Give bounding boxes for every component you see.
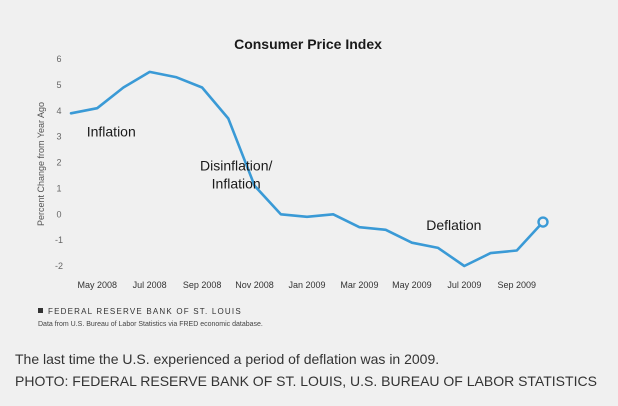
y-tick-label: 4 [56,106,61,116]
x-tick-label: Sep 2009 [498,280,537,290]
y-ticks: 6 5 4 3 2 1 0 -1 -2 [55,54,63,271]
source-org-text: FEDERAL RESERVE BANK OF ST. LOUIS [48,307,242,316]
y-tick-label: 1 [56,183,61,193]
y-tick-label: 2 [56,158,61,168]
series [69,70,549,268]
x-tick-label: Nov 2008 [235,280,274,290]
annotation-label: Inflation [87,124,136,140]
caption-text: The last time the U.S. experienced a per… [15,351,440,367]
x-ticks: May 2008 Jul 2008 Sep 2008 Nov 2008 Jan 2009… [77,280,536,290]
annotation-label: Deflation [426,217,481,233]
x-tick-label: Jul 2008 [133,280,167,290]
annotations: Inflation Disinflation/Inflation Deflation [87,124,482,233]
y-tick-label: 6 [56,54,61,64]
x-tick-label: Mar 2009 [340,280,378,290]
square-bullet-icon [38,308,43,313]
y-tick-label: 3 [56,132,61,142]
source-org: FEDERAL RESERVE BANK OF ST. LOUIS [38,307,242,316]
cpi-series-line [69,70,545,268]
x-tick-label: May 2008 [77,280,117,290]
y-tick-label: -2 [55,261,63,271]
x-tick-label: Jul 2009 [447,280,481,290]
y-tick-label: -1 [55,235,63,245]
chart-panel: Consumer Price Index Percent Change from… [36,36,549,328]
annotation-label: Inflation [212,175,261,191]
x-tick-label: Jan 2009 [288,280,325,290]
x-tick-label: Sep 2008 [183,280,222,290]
y-tick-label: 5 [56,80,61,90]
caption: The last time the U.S. experienced a per… [15,348,605,392]
photo-credit: PHOTO: FEDERAL RESERVE BANK OF ST. LOUIS… [15,373,597,389]
y-axis-label: Percent Change from Year Ago [36,102,46,226]
chart-title: Consumer Price Index [234,36,382,52]
latest-point-marker [537,216,549,228]
source-note: Data from U.S. Bureau of Labor Statistic… [38,321,263,328]
x-tick-label: May 2009 [392,280,432,290]
y-tick-label: 0 [56,209,61,219]
annotation-label: Disinflation/ [200,157,272,173]
cpi-chart: Consumer Price Index Percent Change from… [36,36,549,290]
